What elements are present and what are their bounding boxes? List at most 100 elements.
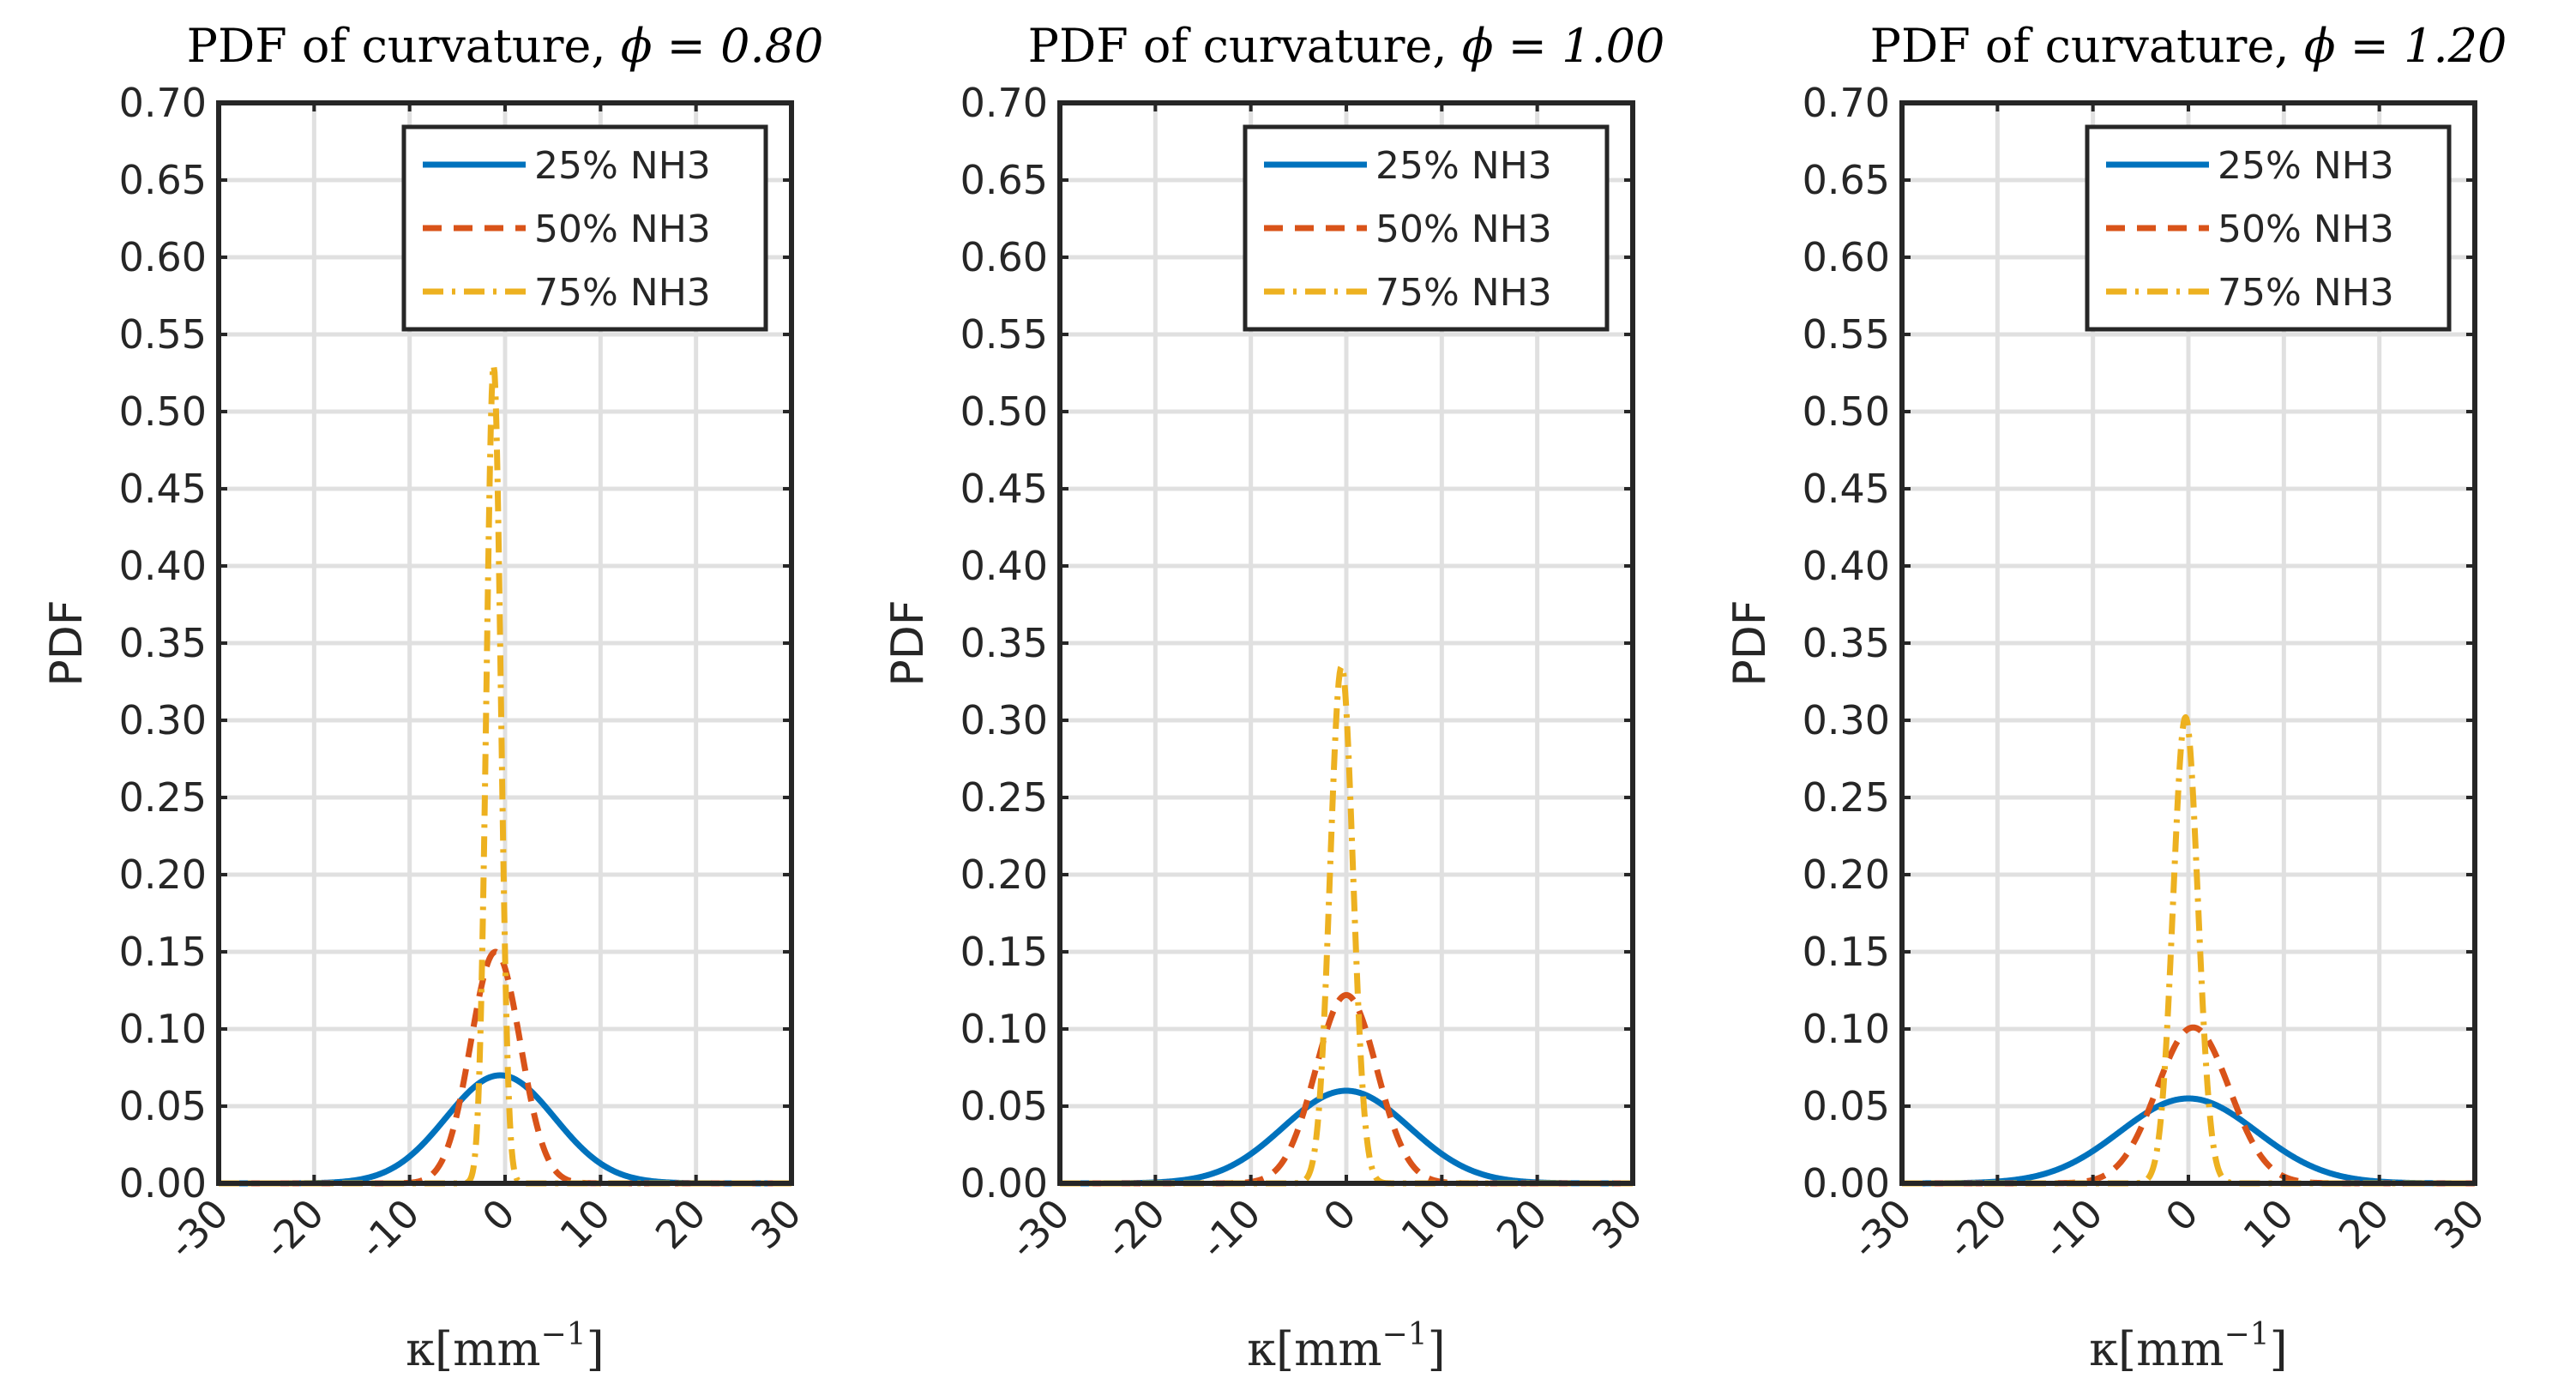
x-tick-label: -10 bbox=[350, 1190, 428, 1268]
x-tick-label: -20 bbox=[255, 1190, 333, 1268]
x-axis-label-exponent: −1 bbox=[2224, 1317, 2270, 1352]
y-tick-label: 0.15 bbox=[960, 929, 1048, 975]
y-tick-label: 0.10 bbox=[119, 1006, 207, 1052]
y-tick-label: 0.50 bbox=[1803, 388, 1890, 435]
x-axis-label-close: ] bbox=[1428, 1322, 1446, 1376]
y-tick-label: 0.10 bbox=[1803, 1006, 1890, 1052]
chart-title-text: PDF of curvature, bbox=[187, 19, 621, 73]
y-tick-label: 0.00 bbox=[960, 1160, 1048, 1206]
chart-panel-2: 0.00 0.05 0.10 0.15 0.20 0.25 0.30 0.35 0.40 0.45… bbox=[882, 19, 1664, 1376]
x-tick-label: -20 bbox=[1096, 1190, 1174, 1268]
x-tick-label: 30 bbox=[2425, 1190, 2494, 1259]
y-tick-label: 0.15 bbox=[119, 929, 207, 975]
x-tick-label: 0 bbox=[1315, 1190, 1365, 1241]
chart-title: PDF of curvature, ϕ = 1.20 bbox=[1870, 19, 2507, 73]
y-tick-label: 0.30 bbox=[119, 697, 207, 743]
y-tick-label: 0.10 bbox=[960, 1006, 1048, 1052]
y-tick-label: 0.55 bbox=[960, 311, 1048, 358]
y-tick-label: 0.05 bbox=[960, 1083, 1048, 1129]
y-tick-label: 0.65 bbox=[1803, 157, 1890, 203]
x-axis-label-main: κ[mm bbox=[406, 1322, 540, 1376]
y-tick-label: 0.40 bbox=[960, 543, 1048, 589]
y-tick-label: 0.70 bbox=[119, 80, 207, 126]
y-tick-label: 0.20 bbox=[1803, 851, 1890, 898]
x-axis-label: κ[mm−1] bbox=[1247, 1317, 1445, 1376]
x-axis-label: κ[mm−1] bbox=[2089, 1317, 2287, 1376]
y-tick-label: 0.50 bbox=[960, 388, 1048, 435]
chart-title-text: PDF of curvature, bbox=[1870, 19, 2304, 73]
y-tick-label: 0.15 bbox=[1803, 929, 1890, 975]
y-tick-label: 0.70 bbox=[1803, 80, 1890, 126]
y-tick-label: 0.60 bbox=[1803, 234, 1890, 280]
y-tick-label: 0.05 bbox=[1803, 1083, 1890, 1129]
legend-label-3: 75% NH3 bbox=[534, 271, 711, 315]
x-axis-label-main: κ[mm bbox=[2089, 1322, 2224, 1376]
chart-title-text: PDF of curvature, bbox=[1028, 19, 1462, 73]
y-tick-label: 0.50 bbox=[119, 388, 207, 435]
chart-title: PDF of curvature, ϕ = 1.00 bbox=[1028, 19, 1665, 73]
chart-title-phi: ϕ = 1.00 bbox=[1462, 19, 1665, 73]
y-tick-label: 0.65 bbox=[119, 157, 207, 203]
y-axis-label: PDF bbox=[41, 599, 93, 686]
x-tick-label: 10 bbox=[551, 1190, 620, 1259]
x-tick-label: 30 bbox=[1583, 1190, 1652, 1259]
chart-panel-3: 0.00 0.05 0.10 0.15 0.20 0.25 0.30 0.35 0.40 0.45… bbox=[1724, 19, 2507, 1376]
legend-label-2: 50% NH3 bbox=[2218, 208, 2394, 251]
chart-panel-1: 0.00 0.05 0.10 0.15 0.20 0.25 0.30 0.35 0.40 0.45… bbox=[41, 19, 823, 1376]
x-tick-label: 0 bbox=[473, 1190, 524, 1241]
y-tick-label: 0.30 bbox=[1803, 697, 1890, 743]
y-tick-label: 0.25 bbox=[1803, 774, 1890, 821]
y-tick-label: 0.30 bbox=[960, 697, 1048, 743]
chart-title-phi: ϕ = 1.20 bbox=[2304, 19, 2507, 73]
chart-title-phi: ϕ = 0.80 bbox=[621, 19, 824, 73]
x-axis-label-main: κ[mm bbox=[1247, 1322, 1381, 1376]
x-axis-label-close: ] bbox=[2270, 1322, 2288, 1376]
y-tick-label: 0.45 bbox=[1803, 466, 1890, 512]
legend-label-2: 50% NH3 bbox=[534, 208, 711, 251]
y-tick-label: 0.60 bbox=[960, 234, 1048, 280]
x-tick-label: 0 bbox=[2157, 1190, 2207, 1241]
x-tick-label: 20 bbox=[647, 1190, 715, 1259]
x-tick-label: -10 bbox=[2033, 1190, 2111, 1268]
x-tick-label: 10 bbox=[1393, 1190, 1461, 1259]
legend: 25% NH3 50% NH3 75% NH3 bbox=[1243, 124, 1610, 332]
y-tick-label: 0.35 bbox=[960, 620, 1048, 666]
y-tick-label: 0.60 bbox=[119, 234, 207, 280]
y-axis-label: PDF bbox=[882, 599, 934, 686]
y-tick-label: 0.40 bbox=[1803, 543, 1890, 589]
legend-label-3: 75% NH3 bbox=[2218, 271, 2394, 315]
x-axis-label-exponent: −1 bbox=[541, 1317, 587, 1352]
y-tick-label: 0.20 bbox=[960, 851, 1048, 898]
y-axis-label: PDF bbox=[1724, 599, 1776, 686]
legend: 25% NH3 50% NH3 75% NH3 bbox=[2085, 124, 2452, 332]
x-axis-label-close: ] bbox=[587, 1322, 605, 1376]
legend-label-2: 50% NH3 bbox=[1375, 208, 1552, 251]
x-tick-label: -20 bbox=[1938, 1190, 2016, 1268]
x-tick-label: 20 bbox=[2330, 1190, 2398, 1259]
y-tick-label: 0.65 bbox=[960, 157, 1048, 203]
y-tick-label: 0.70 bbox=[960, 80, 1048, 126]
y-tick-label: 0.40 bbox=[119, 543, 207, 589]
x-tick-label: 20 bbox=[1488, 1190, 1556, 1259]
y-tick-label: 0.55 bbox=[119, 311, 207, 358]
y-tick-label: 0.35 bbox=[119, 620, 207, 666]
y-tick-label: 0.55 bbox=[1803, 311, 1890, 358]
legend-label-1: 25% NH3 bbox=[2218, 144, 2394, 188]
y-tick-label: 0.05 bbox=[119, 1083, 207, 1129]
x-axis-label-exponent: −1 bbox=[1382, 1317, 1428, 1352]
legend-label-3: 75% NH3 bbox=[1375, 271, 1552, 315]
legend-label-1: 25% NH3 bbox=[1375, 144, 1552, 188]
y-tick-label: 0.20 bbox=[119, 851, 207, 898]
x-tick-label: -10 bbox=[1191, 1190, 1269, 1268]
legend: 25% NH3 50% NH3 75% NH3 bbox=[401, 124, 768, 332]
chart-title: PDF of curvature, ϕ = 0.80 bbox=[187, 19, 824, 73]
y-tick-label: 0.45 bbox=[960, 466, 1048, 512]
y-tick-label: 0.25 bbox=[960, 774, 1048, 821]
y-tick-label: 0.00 bbox=[1803, 1160, 1890, 1206]
legend-label-1: 25% NH3 bbox=[534, 144, 711, 188]
x-tick-label: 30 bbox=[742, 1190, 810, 1259]
x-tick-label: 10 bbox=[2235, 1190, 2303, 1259]
y-tick-label: 0.45 bbox=[119, 466, 207, 512]
x-axis-label: κ[mm−1] bbox=[406, 1317, 604, 1376]
